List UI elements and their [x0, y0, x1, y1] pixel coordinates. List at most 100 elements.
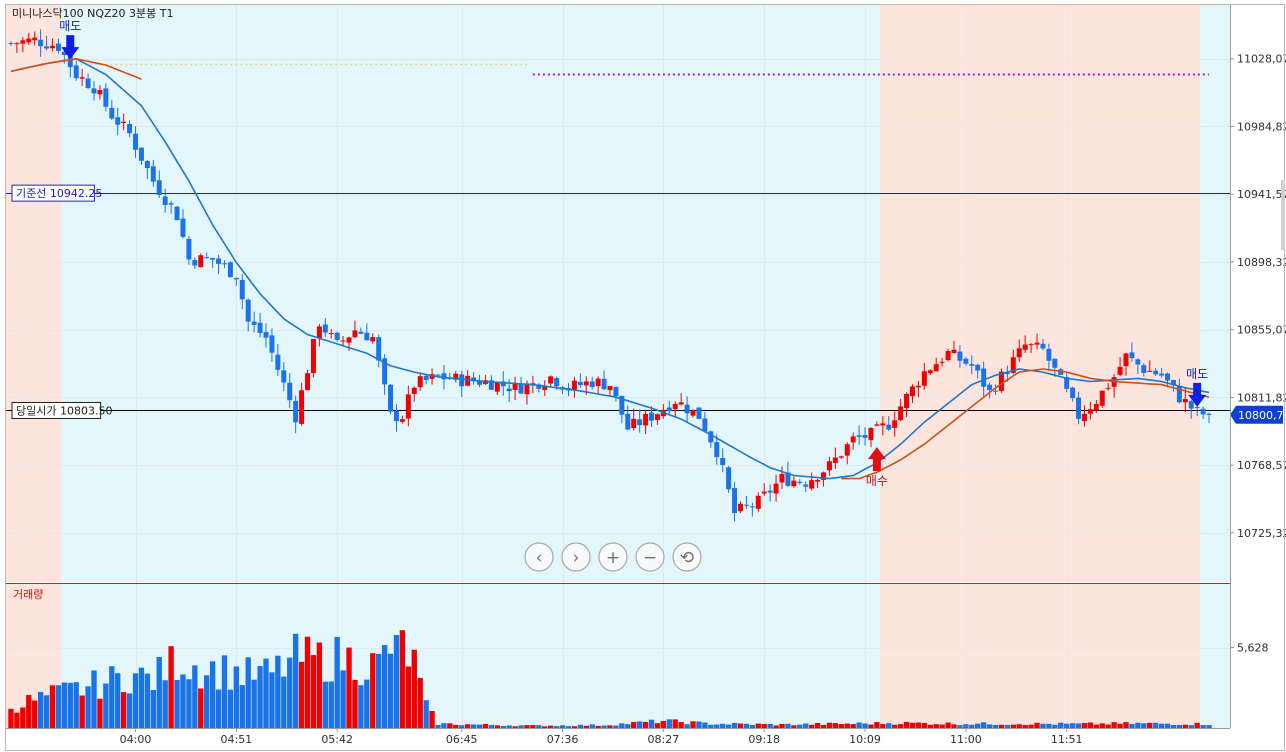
candle-body — [791, 480, 797, 487]
next-button[interactable]: › — [561, 542, 591, 572]
vertical-scrollbar[interactable] — [1281, 180, 1285, 250]
volume-bar — [1170, 724, 1177, 728]
level-labels: 기준선 10942.25 당일시가 10803.50 10800,75 — [11, 184, 1286, 424]
candle-body — [405, 394, 411, 419]
candle-body — [1010, 357, 1016, 373]
candle-body — [488, 380, 494, 390]
candle-body — [1028, 344, 1034, 346]
zoom-in-button[interactable]: + — [598, 542, 628, 572]
volume-bar — [429, 711, 435, 728]
volume-bar — [310, 655, 317, 728]
baseline-label: 기준선 10942.25 — [11, 184, 102, 202]
volume-bar — [435, 724, 441, 728]
candle-body — [637, 419, 643, 426]
volume-bar — [915, 722, 922, 728]
session-shading — [5, 4, 1230, 582]
volume-bar — [245, 657, 251, 728]
candle-body — [91, 88, 97, 94]
x-tick-label: 05:42 — [321, 733, 353, 746]
axes: 11028,07 10984,82 10941,57 10898,32 10855,07… — [120, 53, 1286, 746]
candle-body — [708, 431, 714, 443]
candle-body — [542, 385, 548, 391]
volume-bar — [797, 724, 803, 728]
candle-body — [293, 400, 299, 423]
volume-bar — [577, 724, 584, 728]
candle-body — [257, 322, 263, 334]
volume-bar — [619, 723, 625, 728]
volume-bar — [1016, 724, 1022, 728]
candle-body — [358, 331, 364, 334]
sell-arrow-icon — [1188, 382, 1207, 407]
volume-bar — [1117, 723, 1123, 728]
prev-button[interactable]: ‹ — [524, 542, 554, 572]
candle-body — [654, 414, 660, 421]
candle-body — [625, 413, 631, 430]
volume-panel-title: 거래량 — [13, 588, 43, 601]
ma-slow-line-start — [10, 57, 142, 80]
candle-body — [577, 381, 583, 386]
volume-bar — [233, 666, 240, 728]
y-tick-label: 10811,82 — [1237, 391, 1286, 404]
volume-bar — [417, 677, 423, 728]
volume-bar — [737, 723, 744, 728]
y-tick-label: 11028,07 — [1237, 53, 1286, 66]
zoom-out-button[interactable]: − — [635, 542, 665, 572]
candle-body — [55, 43, 61, 51]
candle-body — [743, 504, 749, 506]
candle-body — [939, 361, 945, 363]
volume-bar — [20, 707, 26, 728]
candle-body — [898, 406, 904, 421]
volume-bar — [666, 719, 672, 728]
candle-body — [281, 370, 287, 383]
volume-bar — [512, 726, 518, 728]
candle-body — [233, 277, 239, 280]
candle-body — [963, 358, 969, 364]
volume-bar — [951, 724, 957, 728]
volume-bar — [1004, 724, 1011, 728]
candle-body — [204, 257, 210, 259]
candle-body — [500, 381, 506, 387]
candle-body — [494, 382, 500, 392]
volume-bar — [340, 670, 346, 728]
candle-body — [328, 332, 334, 335]
candle-body — [957, 351, 963, 361]
volume-bar — [1046, 723, 1052, 728]
candle-body — [162, 196, 168, 205]
reset-button[interactable]: ⟲ — [672, 542, 702, 572]
volume-bar — [1093, 724, 1100, 728]
candle-body — [133, 133, 139, 150]
volume-bar — [708, 724, 714, 728]
volume-bar — [548, 725, 554, 728]
volume-bar — [209, 661, 216, 728]
volume-bar — [1194, 722, 1200, 728]
candle-body — [85, 78, 91, 88]
volume-bar — [1129, 724, 1135, 728]
candle-body — [388, 384, 394, 412]
candle-body — [67, 55, 73, 68]
volume-bar — [832, 723, 839, 728]
candle-body — [322, 324, 328, 333]
x-tick-label: 08:27 — [648, 733, 680, 746]
volume-bar — [992, 724, 999, 728]
candle-body — [785, 472, 791, 486]
volume-bar — [998, 724, 1005, 728]
volume-bar — [868, 724, 874, 728]
candle-body — [921, 371, 927, 386]
volume-bar — [714, 724, 720, 728]
volume-bar — [144, 673, 151, 728]
candle-body — [216, 258, 222, 264]
volume-bar — [731, 722, 738, 728]
volume-bar — [1034, 722, 1040, 728]
volume-bar — [346, 647, 352, 728]
volume-bar — [565, 726, 572, 728]
volume-bar — [773, 725, 779, 728]
last-price-tag: 10800,75 — [1230, 405, 1286, 424]
candle-body — [180, 218, 186, 237]
volume-bar — [975, 723, 981, 728]
volume-bar — [595, 725, 601, 728]
day-open-label: 당일시가 10803.50 — [11, 401, 112, 419]
candle-body — [631, 418, 637, 429]
volume-bar — [791, 725, 797, 728]
volume-session-band — [61, 584, 880, 728]
